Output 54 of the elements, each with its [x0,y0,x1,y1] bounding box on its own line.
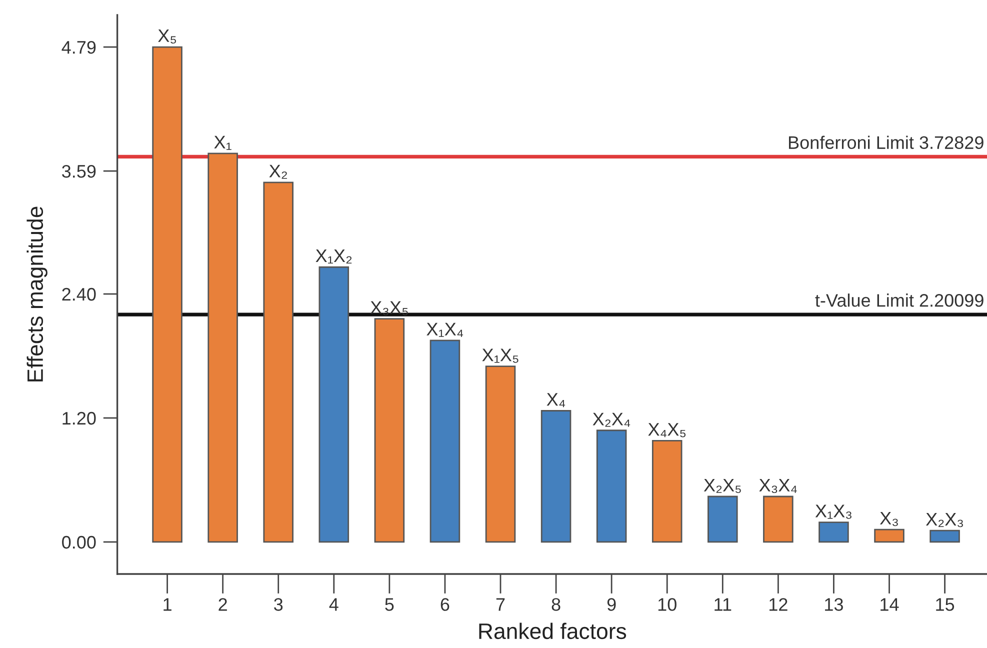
bar [430,340,460,543]
x-tick-label: 4 [329,598,338,611]
y-tick-label: 3.59 [62,164,96,178]
x-tick-label: 10 [658,598,676,611]
bar [763,496,794,543]
annotation: X₁X₄ [426,322,464,337]
bar [596,430,627,543]
annotation: X₁ [214,136,232,150]
annotation: X₂X₅ [704,478,741,494]
annotation: X₂X₄ [592,412,630,427]
annotation: X₄ [546,393,566,408]
bar [930,530,960,543]
annotation: X₂ [269,164,287,179]
annotation: X₁X₂ [316,250,352,264]
x-tick-label: 6 [440,598,450,611]
ref-line-label: Bonferroni Limit 3.72829 [788,136,984,149]
annotation: X₂X₃ [926,513,963,528]
annotation: X₃X₅ [370,301,408,316]
bar [374,318,405,543]
y-axis-title: Effects magnitude [26,206,48,382]
annotation: X₄X₅ [648,423,686,438]
y-tick-label: 2.40 [62,288,96,301]
bar [208,152,238,543]
x-tick-label: 12 [770,598,788,611]
bar [874,528,904,543]
x-tick-label: 11 [714,598,732,611]
annotation: X₃ [880,512,898,526]
bar [708,496,738,543]
y-tick-label: 0.00 [62,536,96,549]
x-tick-label: 14 [880,598,899,611]
bar [540,410,572,543]
annotation: X₅ [158,29,176,44]
bar [652,440,682,543]
x-tick-label: 2 [218,598,227,611]
x-tick-label: 13 [825,598,843,611]
bar [485,366,516,543]
bar [152,46,182,543]
annotation: X₁X₃ [815,504,852,519]
x-tick-label: 15 [936,598,954,611]
x-tick-label: 7 [496,598,505,611]
x-tick-label: 1 [164,598,172,611]
bar [318,266,350,543]
bar [263,182,294,543]
x-tick-label: 9 [607,598,616,611]
annotation: X₁X₅ [482,348,518,363]
x-axis-title: Ranked factors [479,622,626,640]
y-tick-label: 4.79 [62,40,96,54]
ref-line-label: t-Value Limit 2.20099 [815,294,984,307]
y-tick-label: 1.20 [62,412,96,425]
annotation: X₃X₄ [759,478,797,494]
x-tick-label: 3 [274,598,283,611]
x-tick-label: 8 [552,598,560,611]
bar [818,522,849,543]
x-tick-label: 5 [385,598,394,611]
